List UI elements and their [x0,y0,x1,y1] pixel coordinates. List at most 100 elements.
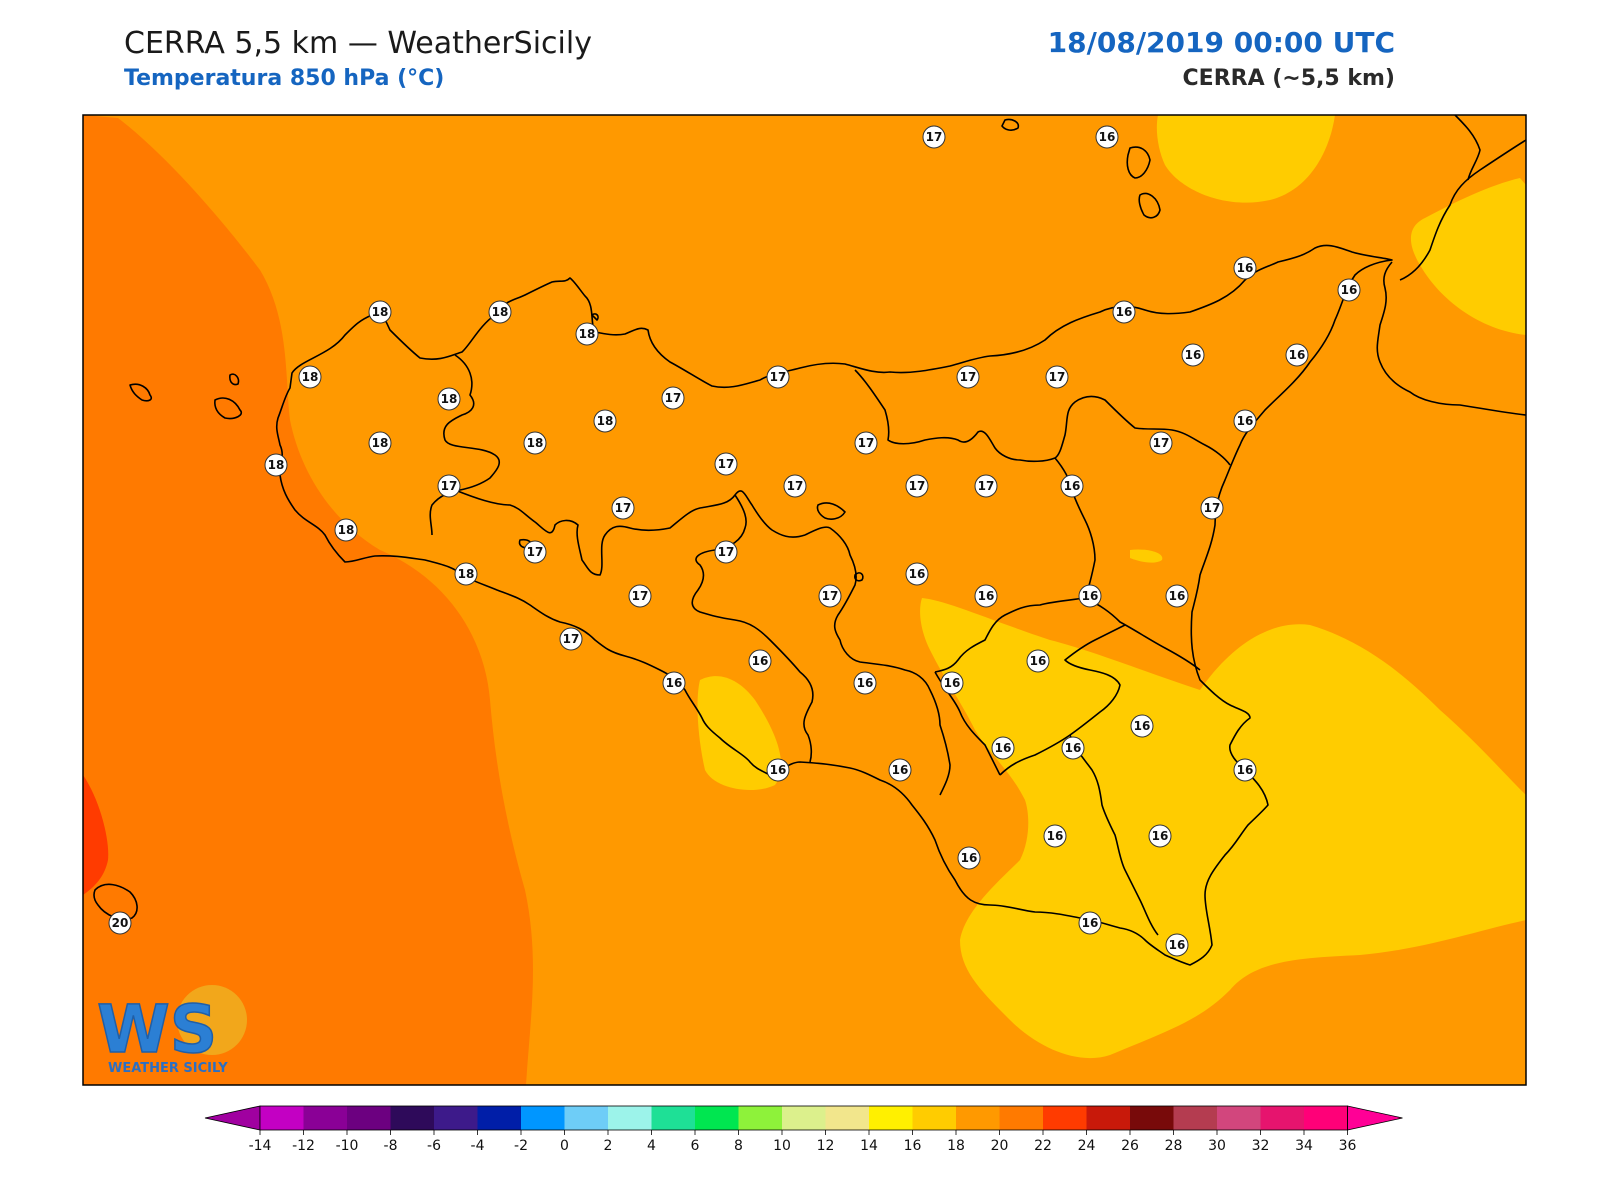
colorbar-segment [869,1106,913,1130]
station-marker-circle [437,387,461,411]
station-marker-circle [940,671,964,695]
station-temp-label: 16 [1341,283,1358,297]
station-marker-circle [108,911,132,935]
colorbar-tick-label: 6 [691,1138,700,1154]
station-marker-circle [1060,474,1084,498]
colorbar-segment [782,1106,826,1130]
logo-sun-icon [177,985,247,1055]
station-temp-label: 18 [372,436,389,450]
station-temp-label: 16 [1185,348,1202,362]
station-marker-circle [748,649,772,673]
station-marker-circle [1078,911,1102,935]
colorbar-segment [1217,1106,1261,1130]
station-marker: 17 [854,431,878,455]
colorbar-tick-label: 30 [1208,1138,1226,1154]
station-temp-label: 17 [960,370,977,384]
station-marker: 18 [575,322,599,346]
station-marker: 16 [1233,256,1257,280]
logo-mark: WS [97,991,217,1068]
station-temp-label: 16 [1237,414,1254,428]
weathersicily-logo: WS WEATHER SICILY [96,985,247,1076]
station-marker-circle [888,758,912,782]
station-temp-label: 17 [926,130,943,144]
station-marker: 17 [559,627,583,651]
station-marker: 17 [922,125,946,149]
station-temp-label: 16 [909,567,926,581]
station-marker: 16 [1061,736,1085,760]
station-temp-label: 16 [770,763,787,777]
colorbar-tick-label: 16 [904,1138,922,1154]
station-marker-circle [922,125,946,149]
station-marker: 16 [662,671,686,695]
station-marker-circle [1149,431,1173,455]
station-marker: 18 [454,562,478,586]
station-temp-label: 16 [1030,654,1047,668]
colorbar-segment [303,1106,348,1130]
station-marker: 17 [905,474,929,498]
station-marker: 16 [1026,649,1050,673]
field-14-16-southeast [920,598,1526,1059]
station-marker-circle [1043,824,1067,848]
model-label: CERRA (~5,5 km) [1182,66,1395,91]
station-marker-circle [1165,584,1189,608]
station-marker-circle [661,386,685,410]
station-marker: 18 [368,431,392,455]
station-temp-label: 16 [1082,916,1099,930]
station-marker: 17 [783,474,807,498]
station-temp-label: 16 [944,676,961,690]
station-marker-circle [1233,758,1257,782]
colorbar-segment [651,1106,696,1130]
coastline [93,114,1527,966]
station-marker-circle [766,758,790,782]
station-marker-circle [1165,933,1189,957]
station-marker: 18 [488,300,512,324]
station-marker-circle [766,365,790,389]
station-marker: 16 [1043,824,1067,848]
station-temp-label: 16 [857,676,874,690]
station-marker: 16 [1078,584,1102,608]
station-temp-label: 17 [909,479,926,493]
station-marker-circle [662,671,686,695]
colorbar-tick-label: 28 [1165,1138,1183,1154]
colorbar-segment [260,1106,304,1130]
station-marker: 16 [1130,714,1154,738]
station-marker-circle [575,322,599,346]
station-temp-label: 17 [1204,501,1221,515]
colorbar-tick-label: 18 [947,1138,965,1154]
station-marker-circle [454,562,478,586]
station-temp-label: 16 [995,741,1012,755]
station-temp-label: 18 [338,523,355,537]
station-temp-label: 17 [441,479,458,493]
station-marker-circle [1285,343,1309,367]
station-marker-circle [1026,649,1050,673]
station-marker: 16 [1095,125,1119,149]
colorbar-segment [477,1106,522,1130]
station-temp-label: 18 [268,458,285,472]
station-temp-label: 18 [441,392,458,406]
station-marker-circle [628,584,652,608]
field-14-16-north [1156,115,1335,203]
station-marker-circle [714,540,738,564]
station-temp-label: 16 [1169,938,1186,952]
colorbar-tick-label: 12 [817,1138,835,1154]
station-marker: 16 [905,562,929,586]
colorbar-segment [521,1106,565,1130]
station-marker-circle [559,627,583,651]
station-marker-circle [991,736,1015,760]
station-marker: 16 [1148,824,1172,848]
station-temp-label: 16 [1152,829,1169,843]
field-14-16-agrigento [697,676,782,790]
station-marker: 18 [298,365,322,389]
station-marker-circle [523,540,547,564]
station-marker-circle [957,846,981,870]
colorbar-tick-label: 34 [1295,1138,1313,1154]
station-temp-label: 16 [892,763,909,777]
station-marker-circle [298,365,322,389]
station-temp-label: 16 [1237,763,1254,777]
station-temp-label: 17 [665,391,682,405]
station-marker-circle [974,474,998,498]
station-marker-circle [437,474,461,498]
station-marker-circle [1148,824,1172,848]
